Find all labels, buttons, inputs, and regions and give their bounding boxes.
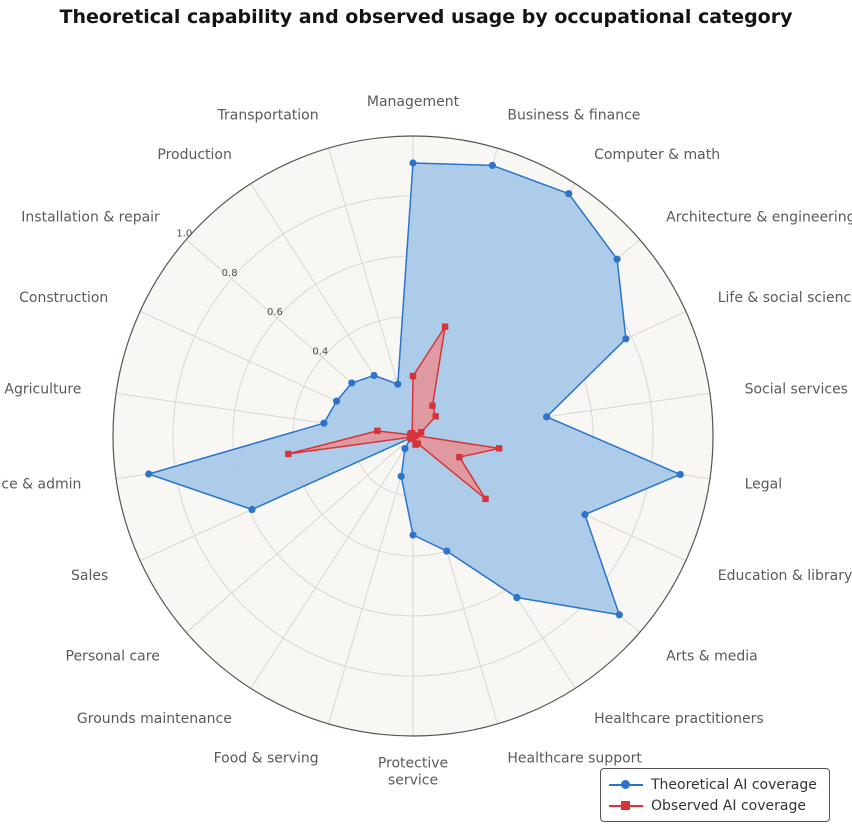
point-theoretical-ai-coverage-production: [370, 371, 378, 380]
category-label-transportation: Transportation: [217, 108, 319, 124]
point-observed-ai-coverage-education-library: [456, 453, 463, 461]
outer-ring: [112, 135, 714, 737]
point-theoretical-ai-coverage-transportation: [394, 380, 402, 388]
category-label-social-services: Social services: [745, 381, 848, 397]
point-theoretical-ai-coverage-healthcare-support: [443, 547, 451, 555]
point-theoretical-ai-coverage-social-services: [543, 413, 551, 421]
point-theoretical-ai-coverage-installation-repair: [348, 379, 356, 387]
point-theoretical-ai-coverage-life-social-sciences: [622, 335, 630, 343]
legend-label-theoretical: Theoretical AI coverage: [651, 777, 817, 793]
radial-tick-label: 0.6: [267, 307, 283, 318]
category-label-life-social-sciences: Life & social sciences: [718, 290, 852, 306]
point-observed-ai-coverage-arts-media: [482, 495, 489, 503]
point-theoretical-ai-coverage-business-finance: [488, 161, 497, 170]
point-observed-ai-coverage-social-services: [412, 432, 420, 439]
legend: Theoretical AI coverage Observed AI cove…: [600, 768, 830, 822]
point-theoretical-ai-coverage-arts-media: [615, 611, 623, 619]
point-theoretical-ai-coverage-construction: [332, 397, 341, 405]
point-observed-ai-coverage-architecture-engineering: [432, 413, 439, 420]
radial-tick-label: 0.4: [312, 346, 328, 357]
category-label-healthcare-support: Healthcare support: [507, 750, 642, 766]
category-label-healthcare-practitioners: Healthcare practitioners: [594, 711, 764, 727]
category-label-management: Management: [367, 94, 460, 110]
category-label-grounds-maintenance: Grounds maintenance: [77, 711, 232, 727]
point-observed-ai-coverage-transportation: [408, 429, 416, 437]
category-label-personal-care: Personal care: [66, 648, 160, 664]
point-observed-ai-coverage-life-social-sciences: [417, 429, 425, 436]
category-label-agriculture: Agriculture: [4, 381, 81, 397]
category-label-construction: Construction: [19, 290, 108, 306]
point-observed-ai-coverage-legal: [495, 445, 503, 452]
point-observed-ai-coverage-agriculture: [374, 427, 381, 435]
grid-spoke: [185, 435, 414, 633]
point-theoretical-ai-coverage-sales: [248, 505, 256, 514]
category-label-office-admin: Office & admin: [0, 477, 81, 493]
legend-item-theoretical: Theoretical AI coverage: [609, 775, 817, 795]
category-label-education-library: Education & library: [718, 568, 852, 584]
point-theoretical-ai-coverage-food-serving: [397, 472, 405, 480]
legend-label-observed: Observed AI coverage: [651, 798, 806, 814]
legend-swatch-observed: [609, 799, 643, 813]
category-label-sales: Sales: [71, 568, 108, 584]
category-label-protective-service: Protective service: [378, 756, 448, 789]
legend-item-observed: Observed AI coverage: [609, 796, 806, 816]
point-theoretical-ai-coverage-management: [409, 159, 417, 167]
grid-spoke: [250, 435, 414, 689]
category-label-production: Production: [157, 147, 231, 163]
point-observed-ai-coverage-healthcare-support: [412, 441, 419, 448]
grid-spoke: [328, 435, 414, 724]
point-theoretical-ai-coverage-legal: [676, 470, 684, 479]
radial-tick-label: 1.0: [176, 229, 192, 240]
category-label-food-serving: Food & serving: [214, 750, 319, 766]
category-label-business-finance: Business & finance: [507, 108, 640, 124]
radial-tick-label: 0.8: [222, 268, 238, 279]
point-theoretical-ai-coverage-protective-service: [409, 531, 417, 539]
point-theoretical-ai-coverage-office-admin: [145, 470, 153, 478]
chart-title: Theoretical capability and observed usag…: [59, 6, 793, 28]
category-label-arts-media: Arts & media: [666, 648, 758, 664]
point-observed-ai-coverage-office-admin: [285, 450, 292, 458]
category-label-architecture-engineering: Architecture & engineering: [666, 210, 852, 226]
category-label-legal: Legal: [745, 477, 783, 493]
category-label-installation-repair: Installation & repair: [21, 210, 160, 226]
legend-swatch-theoretical: [609, 778, 643, 792]
point-theoretical-ai-coverage-architecture-engineering: [613, 255, 621, 263]
point-observed-ai-coverage-computer-math: [429, 402, 436, 409]
category-label-computer-math: Computer & math: [594, 147, 720, 163]
point-theoretical-ai-coverage-computer-math: [565, 190, 573, 198]
point-theoretical-ai-coverage-healthcare-practitioners: [513, 593, 521, 602]
point-theoretical-ai-coverage-grounds-maintenance: [401, 445, 409, 453]
point-theoretical-ai-coverage-agriculture: [320, 419, 328, 427]
point-theoretical-ai-coverage-education-library: [581, 510, 589, 519]
point-observed-ai-coverage-management: [409, 372, 417, 380]
point-observed-ai-coverage-business-finance: [441, 323, 449, 330]
